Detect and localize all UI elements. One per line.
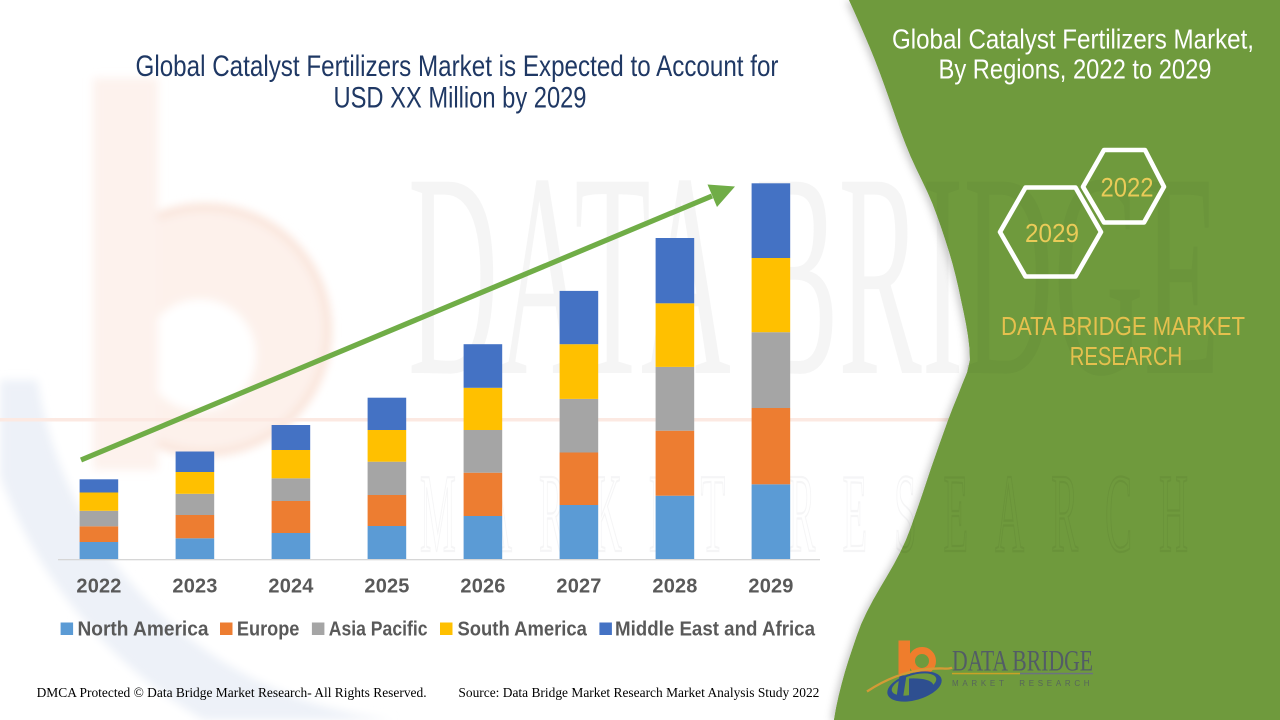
svg-text:USD XX Million by 2029: USD XX Million by 2029	[334, 82, 587, 115]
svg-text:2022: 2022	[76, 576, 121, 598]
svg-text:2029: 2029	[1025, 218, 1079, 248]
svg-text:Asia Pacific: Asia Pacific	[329, 619, 428, 641]
svg-text:South America: South America	[458, 619, 588, 641]
svg-text:2022: 2022	[1101, 173, 1154, 203]
svg-text:Middle East and Africa: Middle East and Africa	[615, 619, 816, 641]
svg-text:Europe: Europe	[237, 619, 300, 641]
svg-text:2027: 2027	[556, 576, 601, 598]
svg-text:By Regions, 2022 to 2029: By Regions, 2022 to 2029	[939, 54, 1212, 85]
svg-text:DATA BRIDGE MARKET: DATA BRIDGE MARKET	[1001, 313, 1245, 341]
svg-text:2026: 2026	[460, 576, 505, 598]
svg-text:2029: 2029	[748, 576, 793, 598]
svg-text:Global Catalyst Fertilizers Ma: Global Catalyst Fertilizers Market,	[892, 24, 1254, 55]
svg-text:MARKET RESEARCH: MARKET RESEARCH	[952, 679, 1093, 688]
svg-text:DATA BRIDGE: DATA BRIDGE	[952, 645, 1093, 678]
svg-text:2025: 2025	[364, 576, 409, 598]
svg-text:Source: Data Bridge Market Res: Source: Data Bridge Market Research Mark…	[458, 685, 819, 700]
svg-text:DMCA Protected © Data Bridge M: DMCA Protected © Data Bridge Market Rese…	[37, 685, 427, 700]
svg-text:Global Catalyst Fertilizers Ma: Global Catalyst Fertilizers Market is Ex…	[136, 50, 779, 83]
svg-text:2023: 2023	[172, 576, 217, 598]
svg-text:2028: 2028	[652, 576, 697, 598]
svg-text:RESEARCH: RESEARCH	[1070, 343, 1183, 371]
svg-text:2024: 2024	[268, 576, 314, 598]
svg-text:North America: North America	[78, 619, 210, 641]
